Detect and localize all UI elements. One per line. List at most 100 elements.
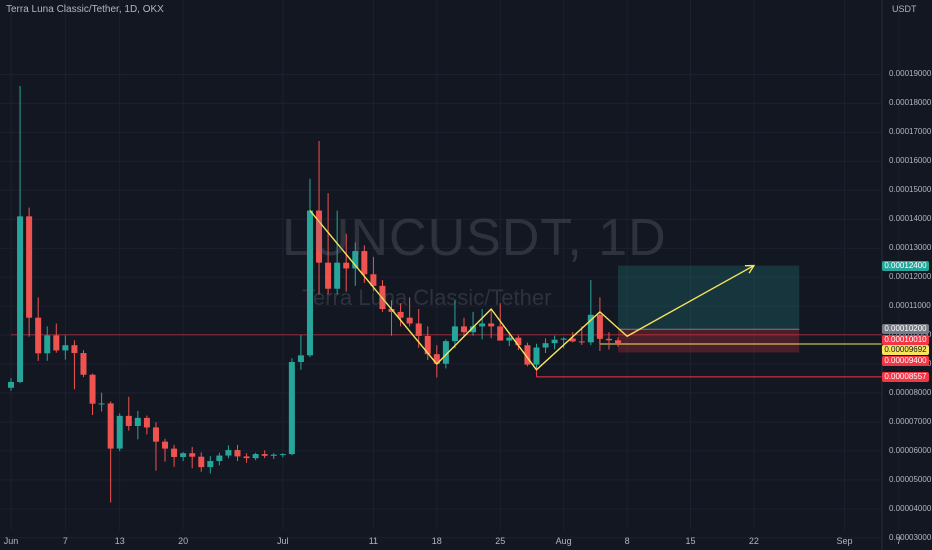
price-axis-tick-label: 0.00019000 <box>889 69 932 79</box>
candle-body <box>62 345 69 351</box>
candle <box>198 452 205 472</box>
candle <box>306 178 313 358</box>
candle <box>162 438 169 462</box>
candle-body <box>261 454 268 456</box>
candle <box>424 326 431 360</box>
candle <box>80 350 87 378</box>
long-position-tool[interactable] <box>618 265 800 353</box>
price-axis-tick-label: 0.00007000 <box>889 416 932 426</box>
candle <box>152 422 159 471</box>
candle-body <box>316 210 323 263</box>
target-zone <box>618 265 800 330</box>
candle <box>406 297 413 327</box>
price-axis-tick-label: 0.00011000 <box>889 301 931 311</box>
candle <box>578 326 585 345</box>
price-axis-tick-label: 0.00014000 <box>889 214 932 224</box>
candle <box>370 256 377 292</box>
date-axis-tick-label: 15 <box>685 536 696 546</box>
symbol-title: Terra Luna Classic/Tether, 1D, OKX <box>6 4 164 15</box>
candle <box>397 303 404 327</box>
candle-body <box>415 323 422 336</box>
candle-body <box>388 309 395 312</box>
price-axis-tick-label: 0.00017000 <box>889 127 932 137</box>
candle-body <box>551 339 558 344</box>
candle <box>316 141 323 295</box>
candle-body <box>162 441 169 449</box>
candle-body <box>533 347 540 365</box>
candles[interactable] <box>8 86 622 503</box>
candle <box>116 413 123 452</box>
candle-body <box>325 262 332 289</box>
candle-body <box>488 323 495 327</box>
grid-lines <box>0 0 900 539</box>
candle <box>596 297 603 351</box>
candle <box>143 415 150 435</box>
price-tag: 0.00009692 <box>882 345 929 356</box>
candle-body <box>442 341 449 364</box>
candle <box>325 193 332 295</box>
candle-body <box>433 354 440 364</box>
date-axis-tick-label: Jul <box>277 536 289 546</box>
candle-body <box>53 335 60 351</box>
candle-body <box>107 403 114 449</box>
candle <box>216 452 223 466</box>
candle-body <box>143 417 150 428</box>
date-axis-tick-label: Aug <box>555 536 572 546</box>
candle <box>388 300 395 336</box>
candle <box>479 309 486 340</box>
candle-body <box>569 338 576 342</box>
date-axis-tick-label: 7 <box>896 536 902 546</box>
date-axis-tick-label: 25 <box>495 536 506 546</box>
candle-body <box>596 314 603 339</box>
candle-body <box>587 314 594 343</box>
candle <box>352 242 359 286</box>
candle-body <box>80 353 87 375</box>
price-axis-tick-label: 0.00005000 <box>889 474 932 484</box>
candle <box>506 335 513 347</box>
date-axis-tick-label: 13 <box>114 536 125 546</box>
candle <box>26 207 33 337</box>
candle-body <box>171 448 178 457</box>
candle <box>107 401 114 503</box>
candle <box>605 332 612 350</box>
price-axis-tick-label: 0.00012000 <box>889 272 932 282</box>
candle-body <box>71 345 78 354</box>
candle <box>243 453 250 463</box>
candle <box>551 335 558 350</box>
candle <box>334 210 341 295</box>
stop-zone <box>618 329 800 353</box>
candle <box>461 317 467 338</box>
candle-body <box>306 210 313 356</box>
candle-body <box>542 343 549 348</box>
candle-body <box>578 341 585 343</box>
pattern-drawing[interactable] <box>309 210 756 371</box>
candle-body <box>370 274 377 286</box>
candle-body <box>234 450 241 457</box>
price-tag: 0.00010200 <box>882 324 929 335</box>
candle <box>134 410 141 440</box>
candle-body <box>17 216 24 382</box>
candle-body <box>334 262 341 289</box>
date-axis-tick-label: 20 <box>178 536 189 546</box>
price-tag: 0.00009400 <box>882 355 929 366</box>
candle-body <box>406 317 413 324</box>
candle <box>433 345 440 378</box>
candle-body <box>152 427 159 442</box>
candle <box>470 311 477 336</box>
candle-body <box>26 216 33 318</box>
candle-body <box>397 311 404 318</box>
candle-body <box>461 326 467 333</box>
candle-body <box>8 381 14 388</box>
date-axis-tick-label: 11 <box>368 536 379 546</box>
price-axis-tick-label: 0.00016000 <box>889 156 932 166</box>
candle-body <box>116 415 123 449</box>
candle-body <box>560 338 567 340</box>
candle-body <box>216 455 223 462</box>
candle <box>125 396 132 431</box>
candle <box>53 323 60 353</box>
candle-body <box>35 317 42 354</box>
candle <box>270 453 277 460</box>
candle-body <box>225 450 232 456</box>
candle <box>207 456 214 474</box>
